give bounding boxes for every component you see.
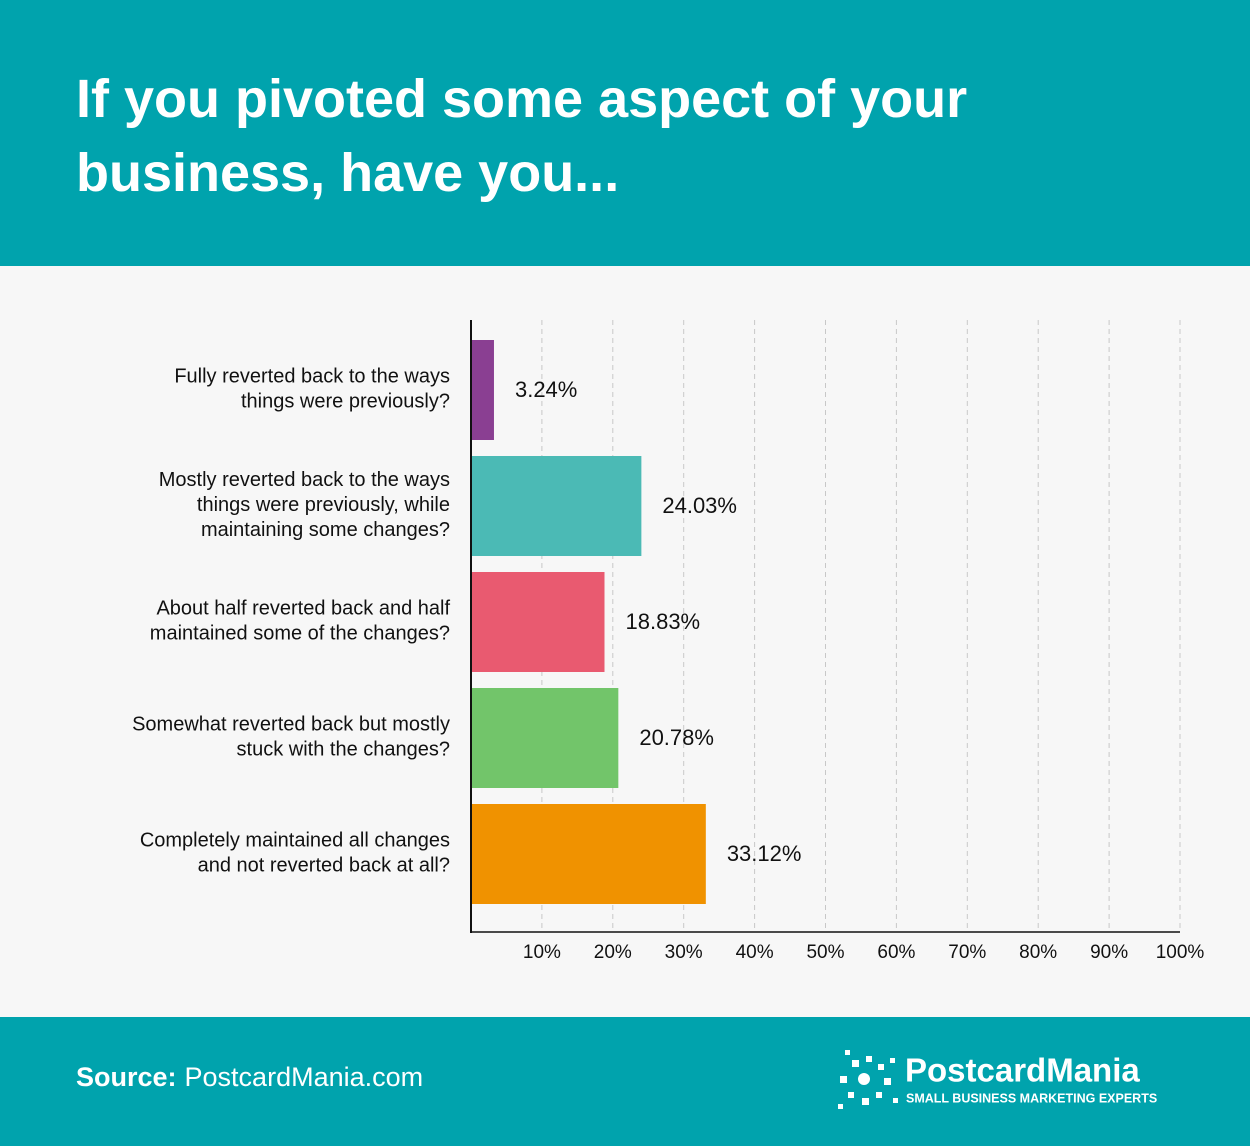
category-line: maintained some of the changes? [150,623,450,645]
x-tick-label: 40% [736,942,774,963]
x-tick-label: 90% [1090,942,1128,963]
x-tick-label: 70% [948,942,986,963]
category-line: Somewhat reverted back but mostly [132,714,450,736]
footer-band [0,1017,1250,1146]
x-tick-label: 20% [594,942,632,963]
tagline: SMALL BUSINESS MARKETING EXPERTS [906,1091,1157,1105]
category-line: About half reverted back and half [156,598,450,620]
x-tick-label: 50% [806,942,844,963]
bar [471,688,619,788]
brand: PostcardMania [905,1052,1140,1089]
chart-title: If you pivoted some aspect of your busin… [76,69,968,203]
bar [471,572,605,672]
logo-icon [838,1050,898,1109]
x-tick-label: 80% [1019,942,1057,963]
value-label: 33.12% [727,841,802,866]
category-line: things were previously, while [197,494,450,516]
bar [471,456,642,556]
category-label: Mostly reverted back to the ways things w… [159,469,450,541]
category-line: Fully reverted back to the ways [174,366,450,388]
category-line: and not reverted back at all? [198,855,450,877]
x-tick-label: 30% [665,942,703,963]
category-line: Mostly reverted back to the ways [159,469,450,491]
source: Source: PostcardMania.com [76,1062,423,1092]
value-label: 18.83% [626,609,701,634]
x-tick-label: 60% [877,942,915,963]
x-tick-label: 10% [523,942,561,963]
value-label: 20.78% [639,725,714,750]
category-line: stuck with the changes? [237,739,450,761]
category-label: Completely maintained all changes and not… [140,830,450,877]
category-line: Completely maintained all changes [140,830,450,852]
value-label: 3.24% [515,377,577,402]
category-label: Fully reverted back to the ways things we… [174,366,450,413]
bar [471,804,706,904]
category-label: About half reverted back and half maintai… [150,598,451,645]
category-label: Somewhat reverted back but mostly stuck w… [132,714,450,761]
header-band [0,0,1250,266]
source-text: PostcardMania.com [185,1062,424,1092]
source-label: Source: [76,1062,177,1092]
bar [471,340,494,440]
category-line: things were previously? [241,391,450,413]
value-label: 24.03% [662,493,737,518]
x-tick-label: 100% [1156,942,1205,963]
category-line: maintaining some changes? [201,519,450,541]
